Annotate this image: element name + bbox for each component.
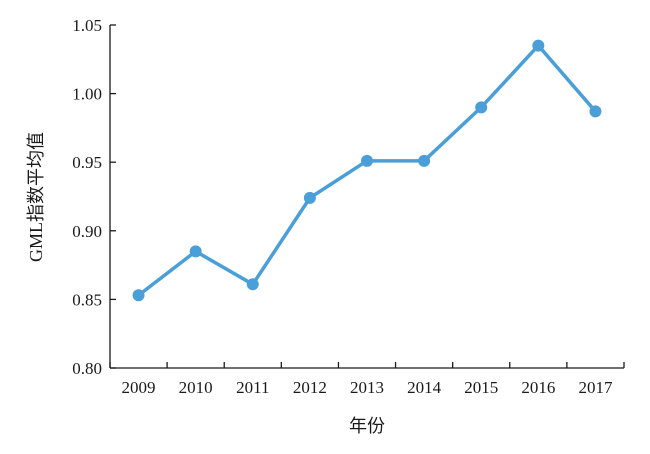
y-tick-label: 0.95 — [72, 153, 102, 172]
data-point — [418, 154, 431, 167]
ticks: 0.80 0.85 0.90 0.95 1.00 1.05 2009 2010 2011 2012… — [72, 16, 625, 397]
x-tick-label: 2012 — [293, 378, 327, 397]
x-tick-label: 2013 — [350, 378, 384, 397]
data-point — [475, 101, 488, 114]
x-tick-label: 2014 — [407, 378, 442, 397]
data-point — [532, 39, 545, 52]
data-point — [303, 191, 316, 204]
y-axis-title: GML指数平均值 — [26, 132, 46, 262]
data-point — [246, 278, 259, 291]
data-point — [189, 245, 202, 258]
data-point — [132, 289, 145, 302]
x-tick-label: 2009 — [122, 378, 156, 397]
x-tick-label: 2010 — [179, 378, 213, 397]
x-tick-label: 2016 — [521, 378, 555, 397]
series — [132, 39, 602, 302]
axes — [109, 25, 624, 369]
x-tick-label: 2015 — [464, 378, 498, 397]
x-tick-label: 2017 — [578, 378, 613, 397]
y-tick-label: 1.00 — [72, 85, 102, 104]
y-tick-label: 0.90 — [72, 222, 102, 241]
x-tick-label: 2011 — [236, 378, 269, 397]
x-axis-title: 年份 — [349, 416, 385, 436]
y-tick-label: 0.80 — [72, 359, 102, 378]
data-point — [361, 154, 373, 167]
series-line — [136, 43, 598, 298]
data-point — [589, 105, 602, 118]
y-tick-label: 1.05 — [72, 16, 102, 35]
y-tick-label: 0.85 — [72, 290, 102, 309]
